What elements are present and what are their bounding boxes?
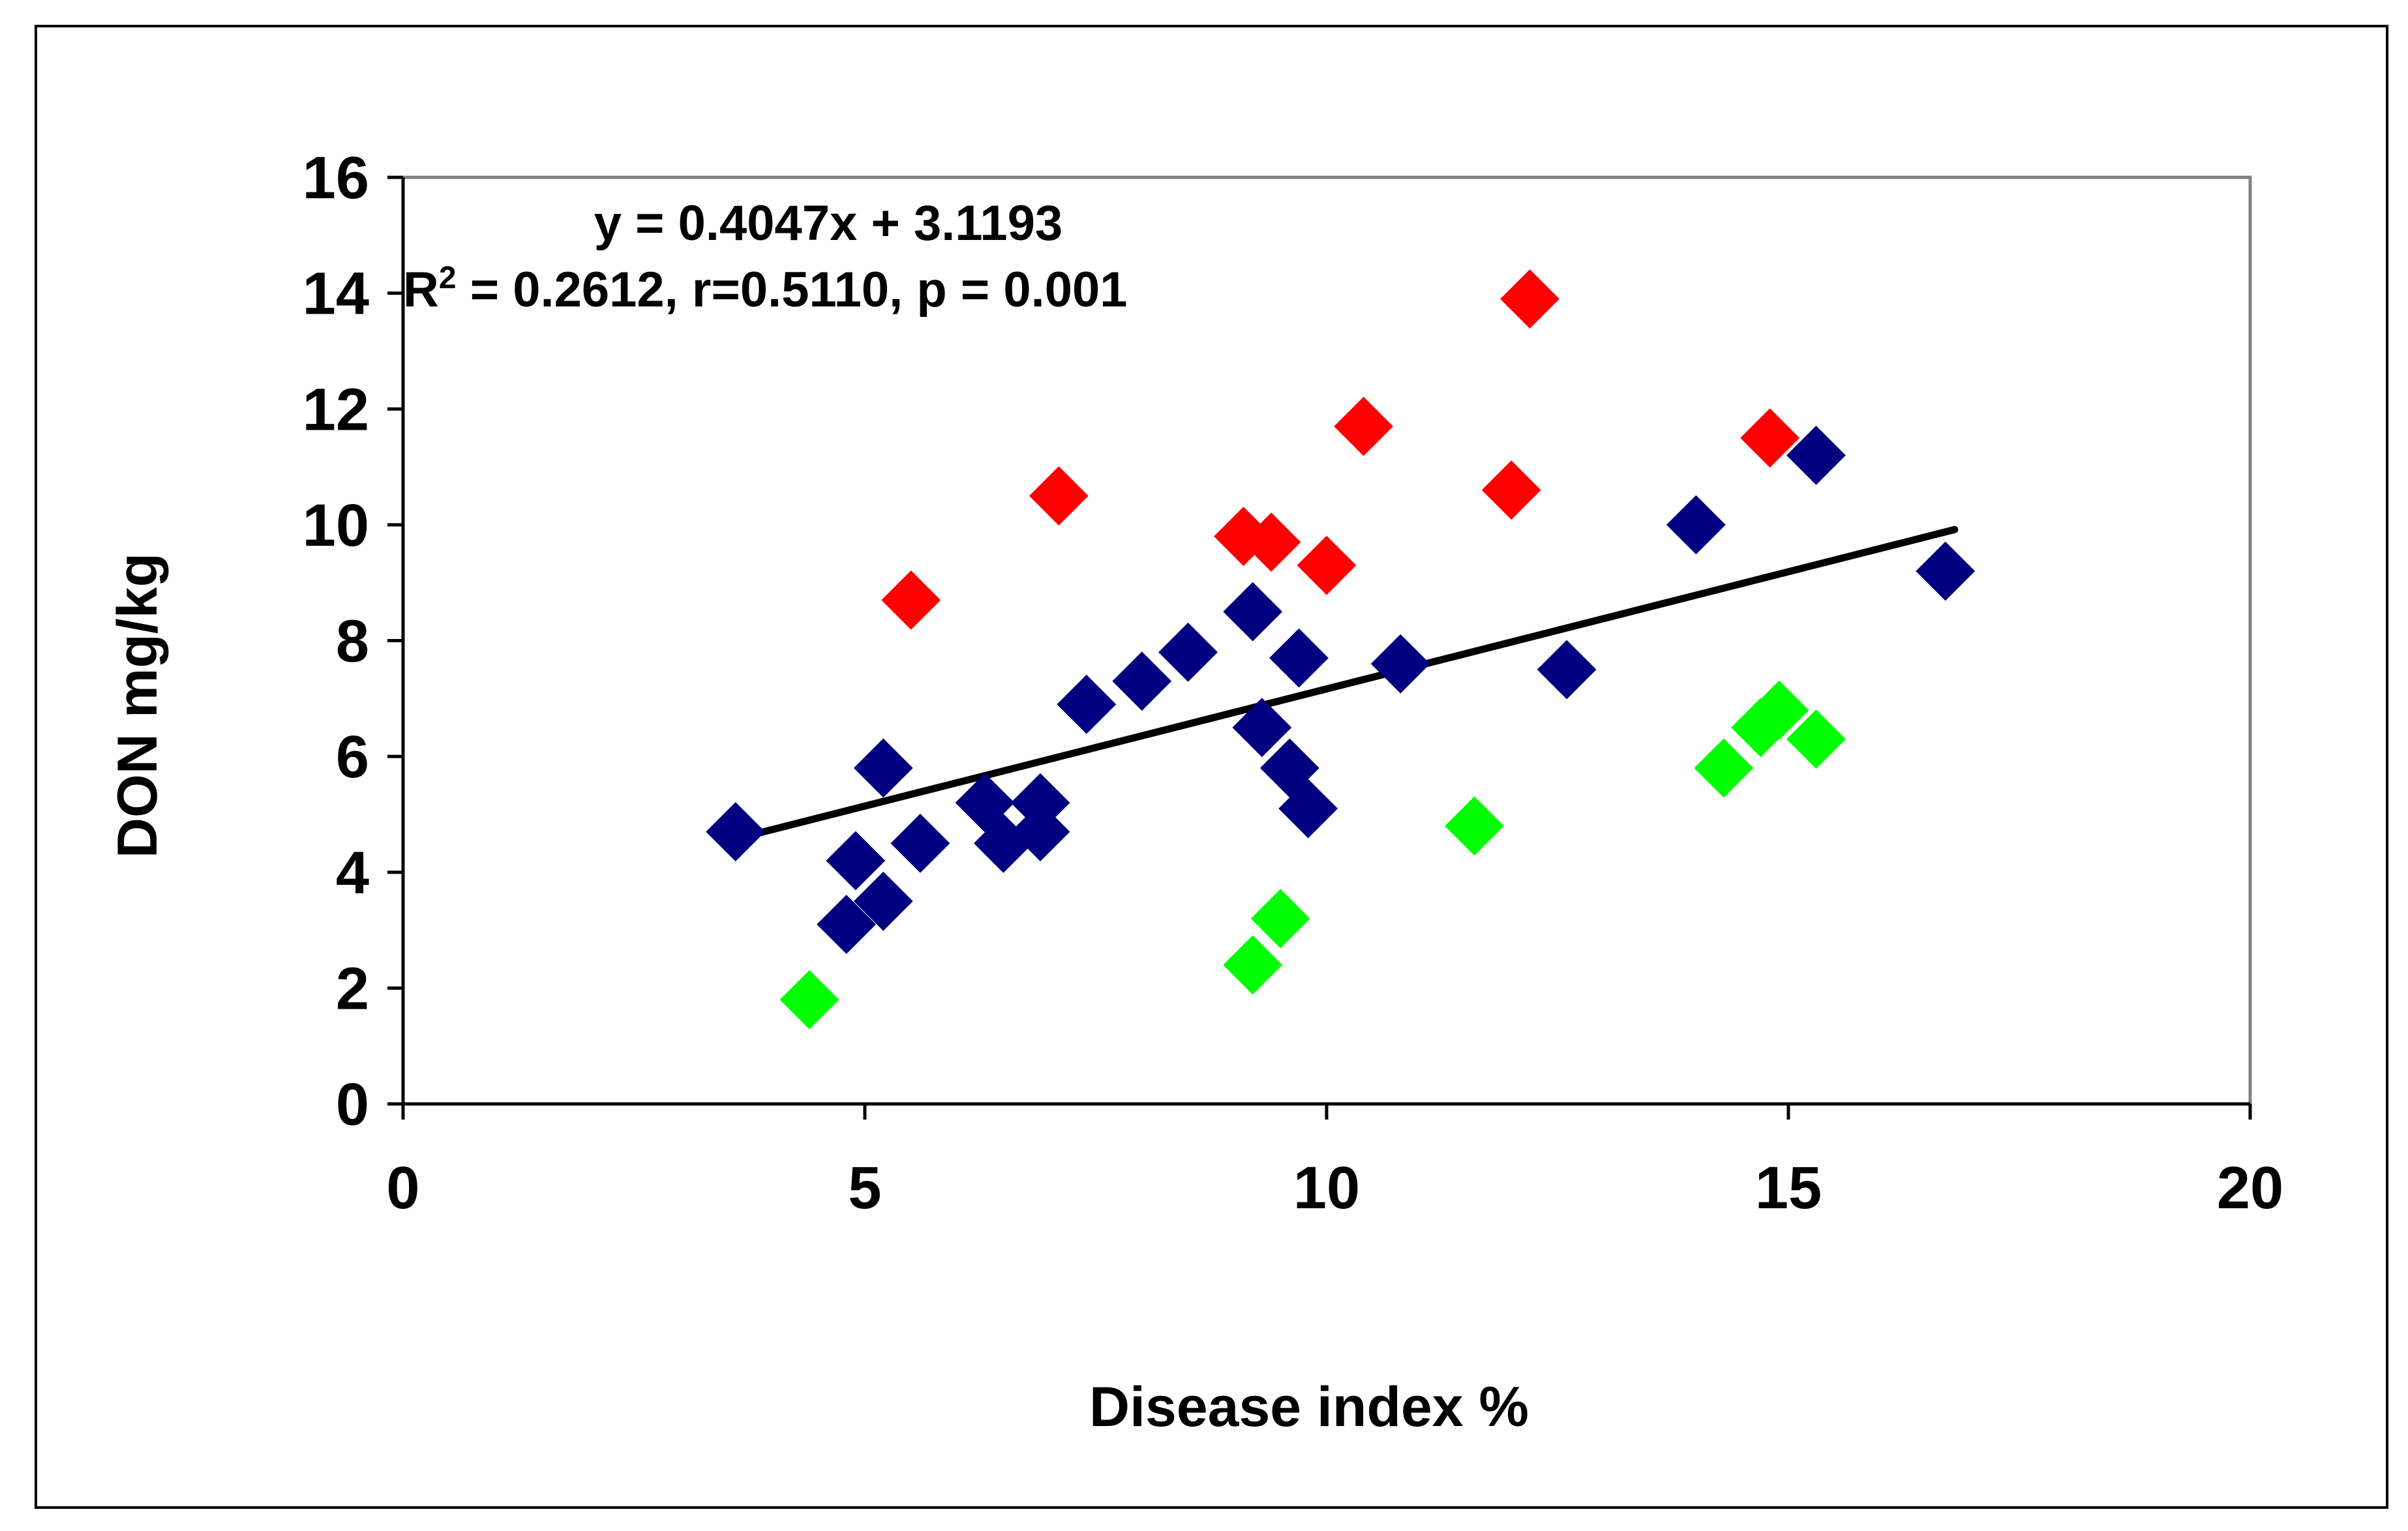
data-point-blue — [1010, 802, 1070, 861]
data-point-green — [779, 970, 839, 1030]
data-point-blue — [1370, 634, 1430, 694]
data-point-blue — [1223, 582, 1283, 642]
r-squared-values: = 0.2612, r=0.5110, p = 0.001 — [457, 262, 1128, 318]
data-point-blue — [853, 871, 913, 931]
data-point-red — [1029, 466, 1089, 526]
data-point-blue — [1057, 674, 1117, 734]
data-point-blue — [1112, 651, 1172, 711]
data-point-red — [1241, 513, 1301, 572]
y-tick-label: 14 — [303, 261, 369, 327]
data-point-blue — [817, 895, 877, 955]
data-point-blue — [955, 773, 1015, 833]
y-tick-label: 4 — [336, 840, 369, 906]
x-tick-label: 0 — [386, 1155, 419, 1221]
data-point-red — [881, 570, 941, 630]
data-point-green — [1786, 709, 1846, 769]
y-tick-label: 2 — [336, 955, 369, 1022]
data-point-blue — [890, 813, 950, 873]
data-point-blue — [1232, 698, 1292, 758]
y-tick-label: 6 — [336, 724, 369, 790]
axes: 0 2 4 6 8 10 12 14 16 0 5 10 15 20 — [303, 145, 2284, 1221]
trendline-group — [732, 526, 1959, 843]
data-point-green — [1749, 680, 1809, 740]
regression-stats: R2 = 0.2612, r=0.5110, p = 0.001 — [403, 261, 1128, 318]
data-point-red — [1481, 460, 1541, 520]
data-point-blue — [1158, 622, 1218, 682]
plot-area — [401, 175, 2252, 1106]
data-point-blue — [1916, 541, 1976, 601]
r-squared-superscript: 2 — [439, 261, 457, 295]
x-tick-label: 5 — [848, 1155, 881, 1221]
x-tick-label: 20 — [2217, 1155, 2283, 1221]
data-point-blue — [1786, 425, 1846, 485]
data-point-red — [1740, 408, 1800, 468]
regression-equation: y = 0.4047x + 3.1193 — [594, 196, 1062, 251]
data-point-red — [1297, 535, 1357, 595]
data-point-blue — [706, 802, 766, 861]
x-tick-label: 10 — [1293, 1155, 1360, 1221]
y-tick-label: 0 — [336, 1071, 369, 1138]
data-point-red — [1500, 269, 1559, 329]
data-point-blue — [826, 831, 886, 891]
data-point-blue — [1269, 628, 1329, 688]
trendline — [732, 526, 1959, 843]
data-point-blue — [1259, 738, 1319, 798]
data-point-red — [1334, 396, 1394, 456]
data-point-green — [1250, 889, 1310, 949]
y-tick-label: 16 — [303, 145, 369, 211]
data-point-blue — [1278, 779, 1338, 839]
y-axis-title: DON mg/kg — [106, 553, 169, 858]
y-tick-label: 8 — [336, 608, 369, 675]
y-tick-label: 12 — [303, 376, 369, 443]
data-point-green — [1445, 796, 1504, 856]
y-tick-label: 10 — [303, 492, 369, 559]
data-points — [706, 269, 1976, 1030]
x-tick-label: 15 — [1755, 1155, 1822, 1221]
x-axis-title: Disease index % — [1089, 1376, 1529, 1438]
r-squared-symbol: R — [403, 262, 439, 318]
data-point-blue — [1666, 495, 1726, 555]
data-point-green — [1694, 738, 1754, 798]
data-point-blue — [853, 738, 913, 798]
data-point-green — [1223, 935, 1283, 995]
data-point-blue — [1537, 640, 1597, 700]
